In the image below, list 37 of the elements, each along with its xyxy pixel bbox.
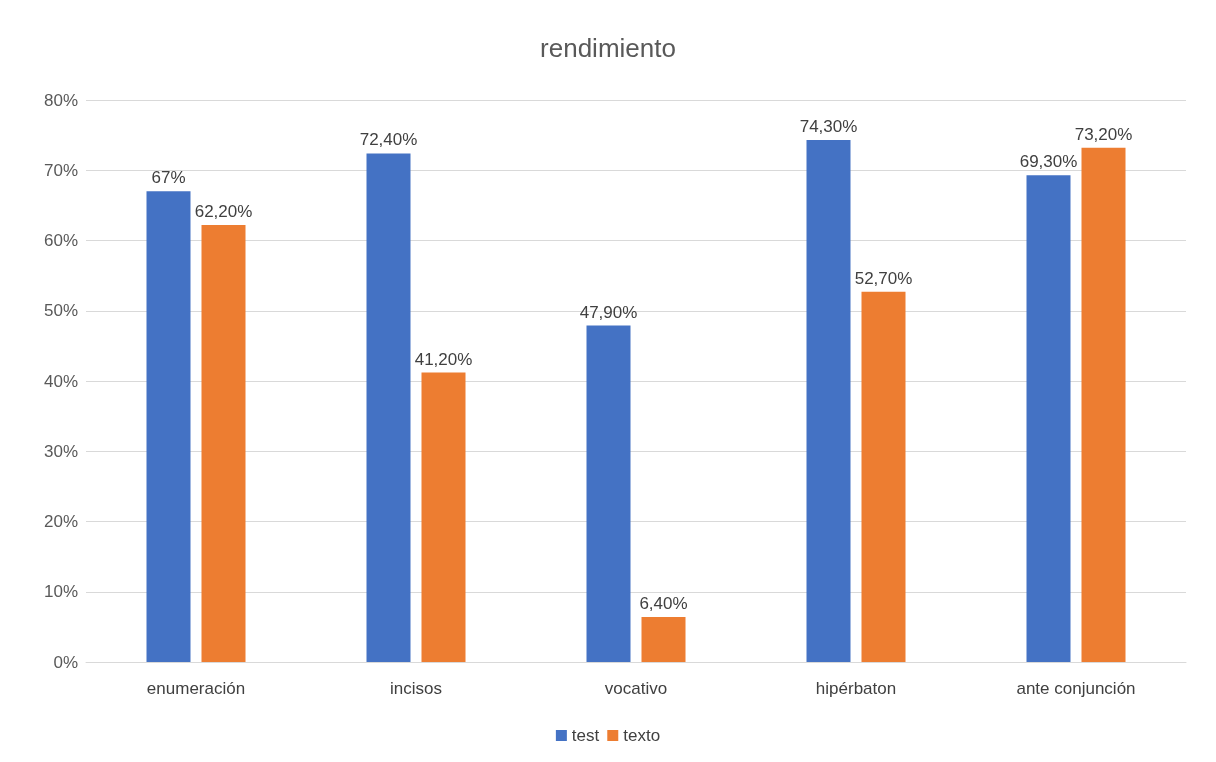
y-tick-label: 70% (43, 160, 78, 180)
bar (641, 617, 686, 662)
bar (1026, 175, 1071, 662)
data-label: 73,20% (1074, 124, 1133, 144)
bar (421, 372, 466, 662)
y-tick-label: 50% (43, 301, 78, 321)
x-tick-label: hipérbaton (815, 679, 897, 698)
x-tick-label: ante conjunción (1016, 679, 1136, 698)
bar (861, 291, 906, 662)
data-label: 69,30% (1019, 152, 1078, 172)
y-tick-label: 60% (43, 231, 78, 250)
y-tick-label: 20% (43, 512, 78, 531)
bar (1081, 147, 1126, 662)
data-label: 6,40% (639, 594, 688, 614)
bar (146, 191, 191, 662)
x-tick-label: enumeración (146, 679, 246, 698)
bar (201, 225, 246, 662)
legend-label: test (571, 726, 600, 745)
y-tick-label: 80% (43, 90, 78, 110)
data-label: 47,90% (579, 302, 638, 322)
data-label: 52,70% (854, 268, 913, 288)
data-label: 72,40% (359, 130, 418, 150)
bar (366, 153, 411, 662)
x-tick-label: vocativo (604, 679, 668, 698)
bar (806, 140, 851, 662)
data-label: 41,20% (414, 349, 473, 369)
x-tick-label: incisos (390, 679, 442, 698)
y-tick-label: 10% (43, 582, 78, 602)
data-label: 74,30% (799, 117, 858, 137)
y-tick-label: 30% (43, 441, 78, 461)
bar (586, 325, 631, 662)
data-label: 62,20% (194, 202, 253, 222)
chart-title: rendimiento (540, 33, 676, 63)
y-tick-label: 40% (43, 371, 78, 391)
legend-label: texto (623, 726, 661, 745)
y-tick-label: 0% (53, 652, 78, 672)
data-label: 67% (151, 168, 186, 188)
